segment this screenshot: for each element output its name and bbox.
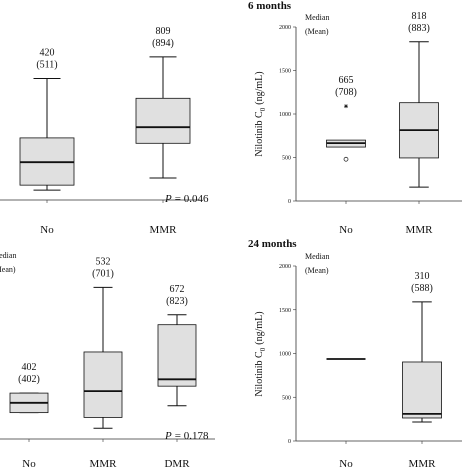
annotation: (823) <box>166 296 188 307</box>
box <box>402 361 442 419</box>
p-value: P = 0.046 <box>164 193 209 205</box>
p-text: = 0.178 <box>175 430 209 442</box>
x-tick-label: MMR <box>409 458 437 470</box>
y-axis-label: Nilotinib C0 (ng/mL) <box>254 71 267 156</box>
box <box>157 324 197 387</box>
outlier <box>344 104 348 109</box>
x-tick-label: No <box>22 458 36 470</box>
annotation: (402) <box>18 374 40 385</box>
y-tick-label: 0 <box>288 199 291 205</box>
annotation: 809 <box>156 26 171 37</box>
x-tick-label: No <box>339 458 353 470</box>
legend-text: Median <box>0 251 16 260</box>
annotation: 420 <box>40 48 55 59</box>
y-tick-label: 0 <box>288 439 291 445</box>
legend-text: (Mean) <box>305 27 329 36</box>
x-tick-label: DMR <box>164 458 190 470</box>
y-tick-label: 2000 <box>279 25 291 31</box>
y-label-unit: (ng/mL) <box>254 71 265 104</box>
annotation: (883) <box>408 23 430 34</box>
annotation: 402 <box>22 362 37 373</box>
outlier <box>343 156 349 162</box>
panel-title: 6 months <box>248 0 292 12</box>
legend-text: Median <box>305 252 329 261</box>
legend-text: (Mean) <box>0 265 16 274</box>
y-label-main: Nilotinib C <box>254 111 265 157</box>
legend-text: (Mean) <box>305 266 329 275</box>
y-label-unit: (ng/mL) <box>254 311 265 344</box>
p-text: = 0.046 <box>175 193 209 205</box>
x-tick-label: No <box>339 224 353 236</box>
y-label-main: Nilotinib C <box>254 351 265 397</box>
y-tick-label: 1500 <box>279 69 291 75</box>
y-tick-label: 500 <box>282 156 291 162</box>
p-symbol: P <box>164 430 172 442</box>
y-tick-label: 1000 <box>279 112 291 118</box>
annotation: (894) <box>152 38 174 49</box>
annotation: 310 <box>415 271 430 282</box>
annotation: 665 <box>339 75 354 86</box>
annotation: (511) <box>36 60 57 71</box>
box <box>135 97 191 144</box>
annotation: (701) <box>92 268 114 279</box>
y-label-sub: 0 <box>259 347 267 351</box>
annotation: 672 <box>170 284 185 295</box>
box <box>83 351 123 418</box>
x-tick-label: No <box>40 224 54 236</box>
y-tick-label: 2000 <box>279 264 291 270</box>
p-value: P = 0.178 <box>164 430 209 442</box>
x-tick-label: MMR <box>90 458 118 470</box>
y-tick-label: 500 <box>282 395 291 401</box>
y-label-sub: 0 <box>259 107 267 111</box>
annotation: 818 <box>412 11 427 22</box>
y-axis-label: Nilotinib C0 (ng/mL) <box>254 311 267 396</box>
y-tick-label: 1500 <box>279 308 291 314</box>
annotation: (708) <box>335 87 357 98</box>
annotation: (588) <box>411 283 433 294</box>
x-tick-label: MMR <box>150 224 178 236</box>
x-tick-label: MMR <box>406 224 434 236</box>
annotation: 532 <box>96 256 111 267</box>
panel-title: 24 months <box>248 238 297 250</box>
p-symbol: P <box>164 193 172 205</box>
y-tick-label: 1000 <box>279 352 291 358</box>
legend-text: Median <box>305 13 329 22</box>
